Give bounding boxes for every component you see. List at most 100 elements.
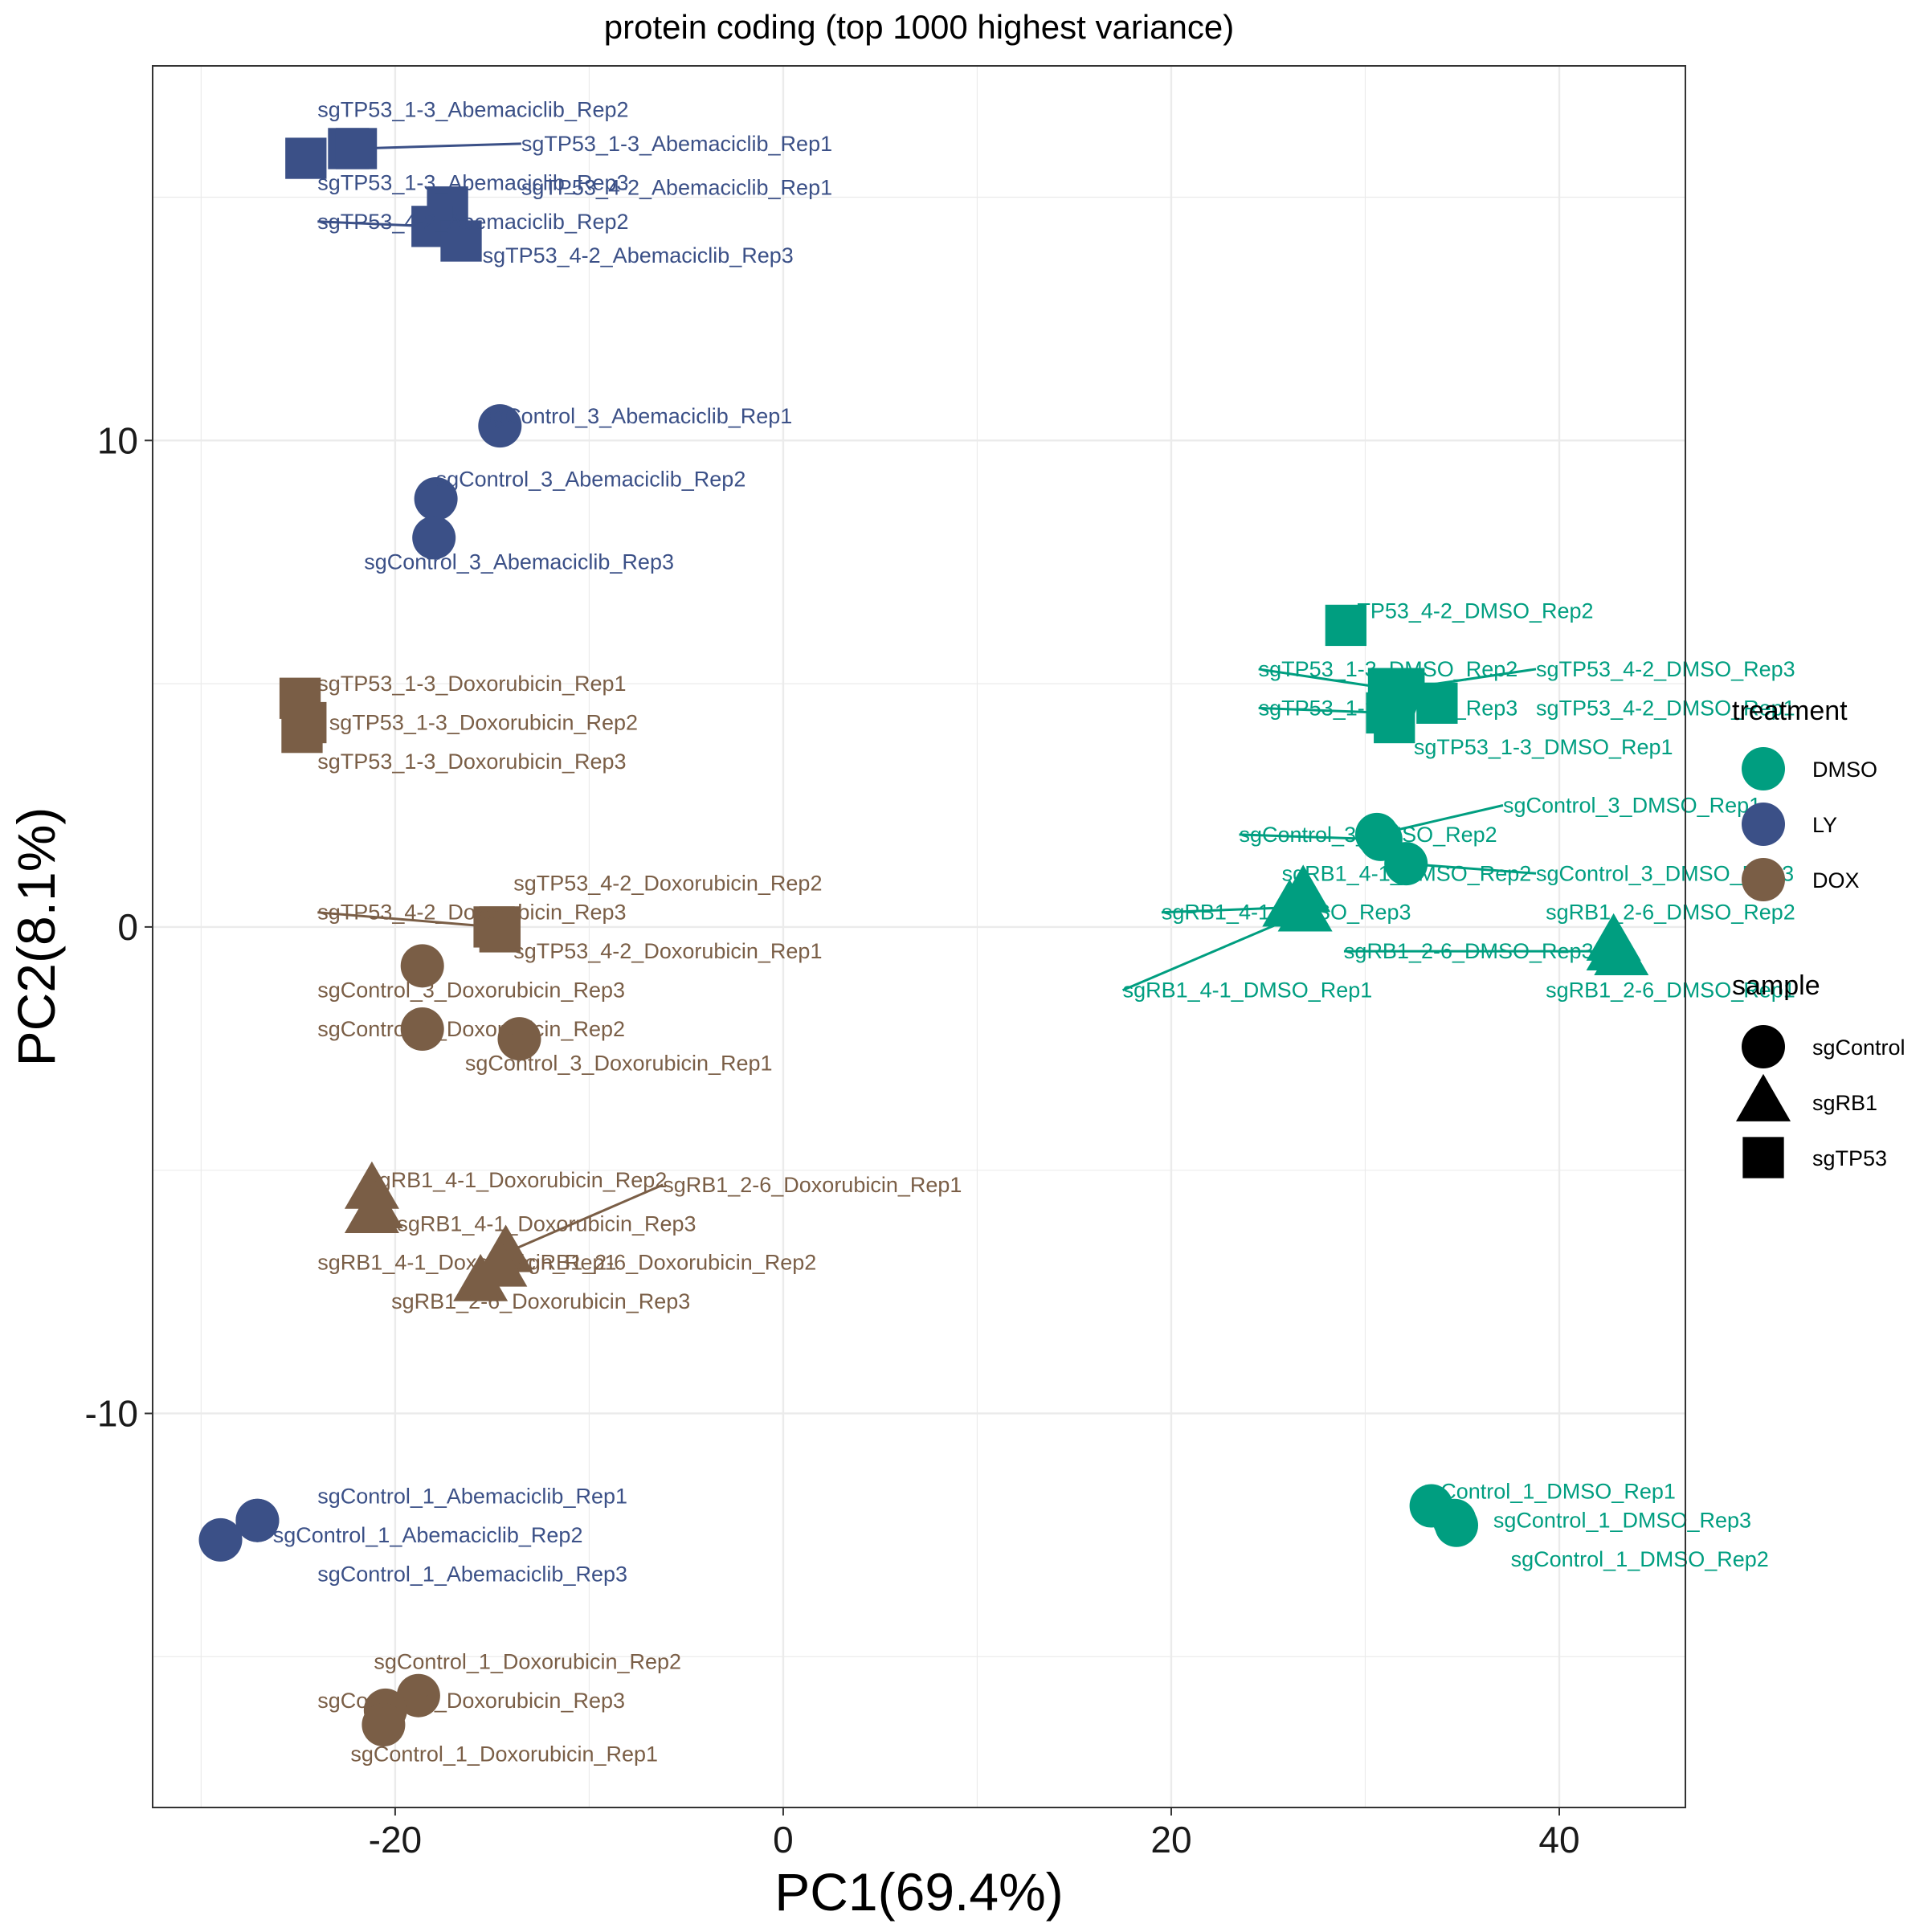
point-label: sgRB1_4-1_Doxorubicin_Rep1 [317,1251,616,1275]
legend-label: DOX [1812,868,1860,892]
point-label: sgRB1_2-6_DMSO_Rep2 [1546,901,1795,925]
point-label: sgControl_1_Abemaciclib_Rep3 [317,1562,627,1586]
legend-label: sgControl [1812,1035,1906,1060]
point-label: sgControl_1_Abemaciclib_Rep2 [273,1523,583,1547]
point-label: sgTP53_1-3_DMSO_Rep1 [1414,735,1673,759]
point-label: sgControl_3_Doxorubicin_Rep3 [317,978,625,1003]
legend-sample-title: sample [1732,970,1820,1001]
point-label: sgRB1_2-6_Doxorubicin_Rep1 [663,1173,962,1197]
chart-title: protein coding (top 1000 highest varianc… [604,8,1235,46]
point-label: sgControl_3_Abemaciclib_Rep2 [436,468,746,492]
data-point-square [335,128,378,170]
point-label: sgRB1_2-6_Doxorubicin_Rep2 [517,1251,816,1275]
legend-label: sgRB1 [1812,1091,1877,1115]
grid-lines [153,66,1685,1807]
point-label: sgControl_1_Doxorubicin_Rep1 [350,1742,658,1766]
point-label: sgRB1_4-1_DMSO_Rep1 [1123,978,1373,1003]
point-label: sgTP53_1-3_Abemaciclib_Rep3 [317,170,628,194]
data-point-circle [412,516,456,560]
data-point-triangle [344,1161,399,1209]
data-point-circle [198,1517,243,1562]
data-point-circle [414,476,458,521]
legend-key-triangle [1735,1073,1791,1121]
point-label: sgRB1_4-1_DMSO_Rep2 [1282,861,1532,885]
x-tick-label: 0 [773,1819,794,1861]
data-point-circle [1435,1503,1479,1547]
point-label: sgControl_1_DMSO_Rep2 [1511,1547,1769,1571]
point-label: sgControl_1_DMSO_Rep1 [1418,1479,1676,1503]
point-label: sgTP53_1-3_Abemaciclib_Rep1 [521,132,832,156]
legend-key-circle [1742,1025,1785,1068]
point-label: sgTP53_4-2_Doxorubicin_Rep1 [513,939,822,963]
point-label: sgRB1_2-6_DMSO_Rep3 [1344,939,1594,963]
data-point-triangle [1277,884,1333,932]
point-label: sgControl_3_DMSO_Rep2 [1240,823,1497,847]
point-label: sgTP53_1-3_DMSO_Rep2 [1259,657,1518,681]
data-point-circle [400,944,444,988]
legend-treatment-items: DMSO LY DOX [1742,747,1877,901]
point-label: sgControl_1_DMSO_Rep3 [1493,1509,1751,1533]
legend-key-square [1742,1137,1784,1178]
label-connector-line [1258,668,1389,690]
data-point-triangle [453,1253,509,1301]
y-tick-label: 0 [117,906,138,948]
legend-sample-items: sgControl sgRB1 sgTP53 [1735,1025,1906,1178]
legend-label: LY [1812,813,1837,837]
data-point-square [1374,701,1415,744]
label-connector-line [317,911,495,929]
point-label: sgControl_3_Abemaciclib_Rep3 [364,550,674,574]
legend-key-dox [1742,858,1785,901]
point-label: sgControl_3_DMSO_Rep1 [1503,793,1761,817]
label-connector-line [1161,906,1290,914]
point-label: sgRB1_4-1_DMSO_Rep3 [1162,901,1411,925]
plot-panel-border [152,65,1686,1808]
point-label: sgControl_1_Abemaciclib_Rep1 [317,1484,627,1508]
data-point-circle [1384,842,1428,886]
data-points [198,128,1649,1747]
point-label: sgTP53_1-3_Doxorubicin_Rep1 [317,672,626,696]
data-point-square [1325,604,1366,647]
y-tick-label: 10 [97,419,138,461]
point-label: sgControl_1_Doxorubicin_Rep3 [317,1689,625,1713]
point-label: sgControl_3_Doxorubicin_Rep1 [465,1051,773,1075]
point-label: sgControl_1_Doxorubicin_Rep2 [374,1649,681,1673]
point-label: sgTP53_1-3_DMSO_Rep3 [1259,696,1518,720]
data-point-square [479,911,521,953]
data-point-square [281,712,323,754]
point-label: sgTP53_4-2_Abemaciclib_Rep1 [521,175,832,199]
label-connector-line [1406,862,1537,875]
label-connector-line [504,1183,664,1255]
data-point-circle [362,1703,406,1747]
point-label: sgRB1_4-1_Doxorubicin_Rep3 [397,1211,696,1236]
data-point-circle [478,404,522,448]
axis-ticks: -20 0 20 40 -10 0 10 [85,419,1580,1861]
x-tick-label: -20 [369,1819,422,1861]
point-label: sgRB1_2-6_Doxorubicin_Rep3 [391,1289,690,1313]
point-label: sgTP53_1-3_Doxorubicin_Rep3 [317,750,626,774]
point-label: sgTP53_1-3_Abemaciclib_Rep2 [317,98,628,122]
legend-key-ly [1742,803,1785,846]
point-label: sgRB1_4-1_Doxorubicin_Rep2 [368,1168,667,1192]
point-label: sgTP53_4-2_Doxorubicin_Rep3 [317,901,626,925]
point-label: sgTP53_4-2_DMSO_Rep3 [1536,657,1795,681]
legend: treatment DMSO LY DOX sample sgControl sgRB… [1732,696,1906,1178]
point-label: sgTP53_4-2_Abemaciclib_Rep3 [483,243,794,268]
data-point-circle [396,1673,440,1718]
data-point-circle [400,1007,444,1052]
label-connector-line [1258,706,1387,714]
data-point-triangle [344,1186,399,1233]
point-label: sgTP53_1-3_Doxorubicin_Rep2 [329,711,638,735]
legend-treatment-title: treatment [1732,696,1848,726]
point-label: sgTP53_4-2_Abemaciclib_Rep2 [317,210,628,234]
data-point-circle [497,1017,541,1061]
point-label: sgTP53_4-2_Doxorubicin_Rep2 [513,871,822,895]
point-label: sgControl_3_Abemaciclib_Rep1 [483,404,793,428]
legend-label: sgTP53 [1812,1146,1887,1170]
data-point-square [1416,682,1458,724]
x-tick-label: 40 [1538,1819,1579,1861]
label-connector-line [356,142,521,150]
point-label: sgTP53_4-2_DMSO_Rep1 [1536,696,1795,720]
data-point-square [440,220,482,262]
